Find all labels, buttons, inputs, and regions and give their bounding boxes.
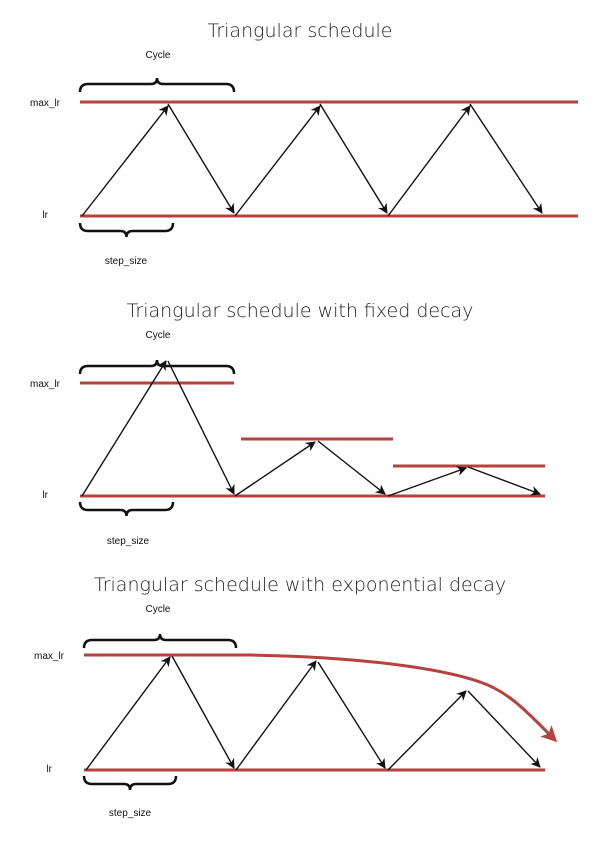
max-lr-label: max_lr bbox=[34, 651, 65, 662]
panel-graphics bbox=[82, 633, 558, 791]
panel-exponential-decay: Triangular schedule with exponential dec… bbox=[34, 574, 558, 819]
panel-graphics bbox=[78, 359, 545, 517]
cycle-brace bbox=[78, 359, 236, 375]
step-size-brace bbox=[78, 222, 175, 238]
cycle-label: Cycle bbox=[145, 330, 170, 341]
arrow bbox=[81, 105, 169, 217]
arrow bbox=[317, 440, 386, 495]
lr-label: lr bbox=[46, 764, 52, 775]
step-size-label: step_size bbox=[107, 536, 150, 547]
arrow bbox=[317, 661, 386, 769]
panel-title: Triangular schedule bbox=[208, 20, 393, 42]
panel-fixed-decay: Triangular schedule with fixed decay Cyc… bbox=[30, 300, 545, 547]
lr-label: lr bbox=[42, 210, 48, 221]
step-size-label: step_size bbox=[109, 808, 152, 819]
arrow bbox=[234, 441, 316, 497]
arrow bbox=[469, 103, 543, 214]
exponential-decay-curve bbox=[84, 653, 558, 743]
panel-title: Triangular schedule with exponential dec… bbox=[94, 574, 506, 596]
arrow bbox=[235, 660, 317, 771]
cycle-label: Cycle bbox=[145, 604, 170, 615]
cycle-brace bbox=[82, 633, 238, 649]
step-size-label: step_size bbox=[105, 256, 148, 267]
arrow bbox=[467, 690, 541, 768]
panel-title: Triangular schedule with fixed decay bbox=[127, 300, 474, 322]
arrow bbox=[319, 103, 388, 214]
cycle-label: Cycle bbox=[145, 50, 170, 61]
lr-label: lr bbox=[42, 490, 48, 501]
max-lr-label: max_lr bbox=[30, 379, 61, 390]
arrow bbox=[387, 105, 471, 217]
panel-triangular: Triangular schedule Cycle max_lr lr step… bbox=[30, 20, 578, 267]
arrow bbox=[234, 105, 321, 217]
panel-graphics bbox=[78, 77, 578, 238]
arrow bbox=[171, 655, 235, 769]
arrow bbox=[85, 656, 171, 771]
step-size-brace bbox=[78, 501, 175, 517]
arrow bbox=[81, 360, 167, 497]
arrow bbox=[167, 360, 235, 495]
arrow bbox=[467, 466, 541, 496]
arrow bbox=[387, 466, 467, 497]
max-lr-label: max_lr bbox=[30, 98, 61, 109]
arrow bbox=[167, 103, 235, 214]
cycle-brace bbox=[78, 77, 236, 93]
arrow bbox=[387, 690, 467, 771]
step-size-brace bbox=[82, 775, 178, 791]
